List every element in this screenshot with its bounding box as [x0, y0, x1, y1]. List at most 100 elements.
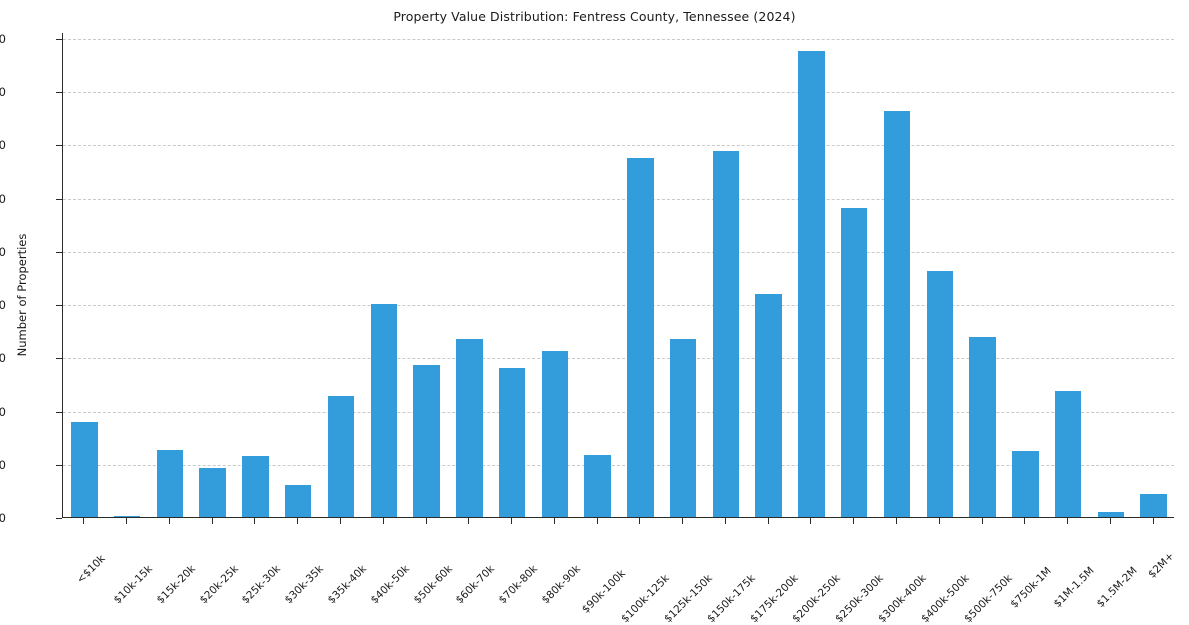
y-axis-tick-mark: [56, 358, 62, 360]
y-axis-tick-mark: [56, 198, 62, 200]
bar[interactable]: [584, 455, 611, 517]
x-axis-tick-mark: [810, 518, 812, 524]
y-axis-tick-label: 720: [0, 32, 6, 46]
x-axis-tick-mark: [254, 518, 256, 524]
x-axis-tick-label: <$10k: [75, 528, 133, 586]
bar[interactable]: [840, 207, 868, 517]
bar[interactable]: [156, 450, 184, 517]
chart-title: Property Value Distribution: Fentress Co…: [393, 9, 796, 24]
x-axis-tick-label: $90k-100k: [579, 528, 667, 616]
x-axis-tick-label-text: $60k-70k: [453, 562, 498, 607]
x-axis-tick-label-text: $10k-15k: [111, 562, 156, 607]
x-axis-tick-mark: [425, 518, 427, 524]
bar[interactable]: [71, 421, 98, 517]
y-axis-tick-mark: [56, 305, 62, 307]
bar[interactable]: [242, 456, 269, 517]
x-axis-tick-mark: [211, 518, 213, 524]
bar[interactable]: [1097, 512, 1125, 517]
x-axis-tick-mark: [340, 518, 341, 524]
x-axis-tick-mark: [1067, 518, 1069, 524]
bar[interactable]: [712, 151, 740, 517]
y-axis-tick-label: 400: [0, 244, 6, 259]
x-axis-tick-mark: [1024, 518, 1026, 524]
gridline: [63, 411, 1174, 413]
x-axis-tick-mark: [639, 518, 641, 524]
bar[interactable]: [755, 294, 782, 517]
x-axis-tick-mark: [83, 518, 85, 524]
x-axis-tick-label: $50k-60k: [411, 528, 489, 606]
x-axis-tick-mark: [981, 518, 983, 524]
x-axis-tick-label: $10k-15k: [112, 528, 190, 606]
bar[interactable]: [969, 337, 996, 517]
bar[interactable]: [883, 111, 911, 517]
gridline: [63, 305, 1174, 307]
x-axis-tick-mark: [938, 518, 940, 524]
x-axis-tick-label: $30k-35k: [283, 528, 361, 606]
bar[interactable]: [1054, 390, 1082, 517]
y-axis-tick-label: 160: [0, 404, 6, 419]
gridline: [63, 464, 1174, 466]
x-axis-tick-mark: [1152, 518, 1154, 524]
gridline: [63, 92, 1174, 94]
x-axis-tick-label-text: $15k-20k: [154, 562, 198, 607]
bar[interactable]: [1140, 493, 1167, 517]
bar[interactable]: [498, 367, 526, 517]
bar[interactable]: [370, 304, 398, 517]
bar[interactable]: [113, 515, 141, 517]
y-axis-tick-label: 80: [0, 457, 6, 472]
bar[interactable]: [327, 395, 355, 517]
x-axis-tick-label-text: $90k-100k: [579, 567, 628, 616]
x-axis-tick-label: $25k-30k: [240, 528, 318, 606]
x-axis-tick-mark: [853, 518, 855, 524]
x-axis-tick-label: $70k-80k: [497, 528, 575, 606]
bar[interactable]: [926, 270, 954, 517]
y-axis-tick-mark: [56, 145, 62, 147]
x-axis-tick-mark: [297, 518, 299, 524]
bar[interactable]: [627, 157, 654, 517]
x-axis-tick-label: $20k-25k: [197, 528, 275, 606]
y-axis-tick-label: 0: [0, 511, 6, 525]
y-axis-label-wrapper: Number of Properties: [14, 0, 29, 590]
x-axis-tick-mark: [1109, 518, 1111, 524]
x-axis-tick-mark: [682, 518, 684, 524]
bar[interactable]: [413, 365, 440, 517]
y-axis-tick-label: 240: [0, 351, 6, 366]
x-axis-tick-mark: [468, 518, 470, 524]
bar[interactable]: [284, 485, 312, 517]
x-axis-tick-mark: [596, 518, 598, 524]
x-axis-tick-mark: [511, 518, 513, 524]
gridline: [63, 198, 1174, 200]
x-axis-tick-label-text: $80k-90k: [539, 562, 583, 607]
bar[interactable]: [1012, 451, 1039, 517]
gridline: [63, 358, 1174, 360]
bar[interactable]: [798, 51, 825, 517]
x-axis-tick-label: $40k-50k: [368, 528, 446, 606]
x-axis-tick-label-text: $20k-25k: [197, 562, 241, 607]
gridline: [63, 39, 1174, 40]
x-axis-tick-label-text: $50k-60k: [411, 562, 455, 607]
y-axis-tick-mark: [56, 518, 62, 519]
bar[interactable]: [669, 339, 697, 517]
x-axis-tick-label-text: $40k-50k: [368, 562, 412, 607]
x-axis-tick-label-text: $30k-35k: [282, 562, 327, 607]
plot-area: [62, 33, 1174, 518]
x-axis-tick-mark: [126, 518, 128, 524]
y-axis-tick-mark: [56, 411, 62, 413]
bar[interactable]: [456, 339, 483, 517]
x-axis-tick-label: $15k-20k: [154, 528, 232, 606]
x-axis-tick-label-text: <$10k: [74, 552, 109, 586]
y-axis-tick-label: 480: [0, 191, 6, 206]
x-axis-tick-mark: [896, 518, 897, 524]
x-axis-tick-mark: [724, 518, 726, 524]
gridline: [63, 145, 1174, 147]
bar[interactable]: [541, 350, 569, 517]
y-axis-tick-mark: [56, 92, 62, 94]
y-axis-label: Number of Properties: [15, 233, 29, 357]
y-axis-tick-label: 560: [0, 138, 6, 153]
bar[interactable]: [199, 468, 226, 517]
y-axis-tick-label: 320: [0, 298, 6, 313]
x-axis-tick-mark: [767, 518, 769, 524]
x-axis-tick-label: $80k-90k: [539, 528, 617, 606]
x-axis-tick-label-text: $25k-30k: [240, 562, 284, 607]
x-axis-tick-label: $60k-70k: [454, 528, 532, 606]
